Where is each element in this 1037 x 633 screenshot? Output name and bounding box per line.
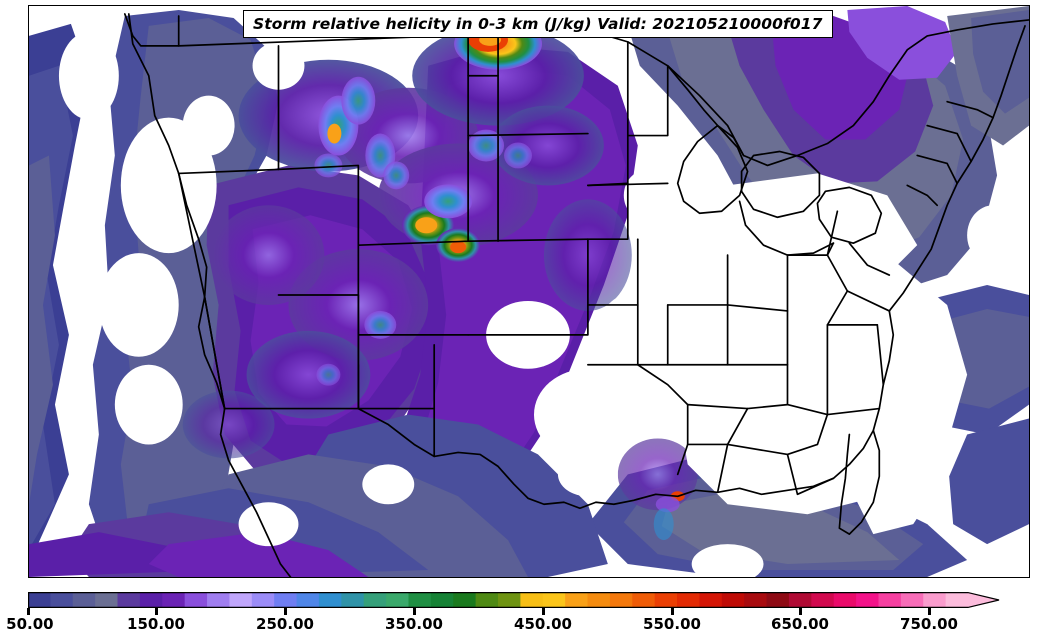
colorbar-tick-label: 550.00 bbox=[643, 615, 701, 633]
colorbar: 50.00 150.00 250.00 350.00 450.00 550.00 650.0… bbox=[0, 583, 1037, 633]
colorbar-segment bbox=[744, 592, 768, 608]
colorbar-segment bbox=[654, 592, 678, 608]
colorbar-segment bbox=[386, 592, 410, 608]
colorbar-tick-label: 150.00 bbox=[127, 615, 185, 633]
colorbar-segment bbox=[72, 592, 96, 608]
colorbar-segment bbox=[341, 592, 365, 608]
colorbar-segment bbox=[251, 592, 275, 608]
colorbar-segment bbox=[430, 592, 454, 608]
colorbar-tick-label: 250.00 bbox=[256, 615, 314, 633]
colorbar-segment bbox=[50, 592, 74, 608]
colorbar-svg bbox=[28, 592, 1000, 608]
colorbar-segment bbox=[520, 592, 544, 608]
colorbar-segments bbox=[28, 592, 969, 608]
colorbar-tick-mark bbox=[799, 608, 802, 615]
colorbar-segment bbox=[878, 592, 902, 608]
colorbar-segment bbox=[856, 592, 880, 608]
colorbar-segment bbox=[184, 592, 208, 608]
page-title: Storm relative helicity in 0-3 km (J/kg)… bbox=[253, 15, 823, 33]
map-plot-area: Storm relative helicity in 0-3 km (J/kg)… bbox=[28, 5, 1030, 578]
colorbar-tick-mark bbox=[671, 608, 674, 615]
colorbar-segment bbox=[207, 592, 231, 608]
colorbar-segment bbox=[453, 592, 477, 608]
colorbar-tick-mark bbox=[928, 608, 931, 615]
colorbar-segment bbox=[900, 592, 924, 608]
colorbar-tick-label: 50.00 bbox=[6, 615, 54, 633]
colorbar-segment bbox=[363, 592, 387, 608]
colorbar-segment bbox=[923, 592, 947, 608]
colorbar-segment bbox=[296, 592, 320, 608]
colorbar-tick-mark bbox=[284, 608, 287, 615]
colorbar-segment bbox=[542, 592, 566, 608]
colorbar-segment bbox=[677, 592, 701, 608]
colorbar-gradient bbox=[28, 592, 1000, 608]
colorbar-segment bbox=[95, 592, 119, 608]
colorbar-segment bbox=[699, 592, 723, 608]
colorbar-segment bbox=[587, 592, 611, 608]
colorbar-segment bbox=[945, 592, 969, 608]
colorbar-tick-label: 750.00 bbox=[900, 615, 958, 633]
colorbar-tick-label: 350.00 bbox=[385, 615, 443, 633]
map-canvas bbox=[29, 6, 1029, 577]
colorbar-segment bbox=[229, 592, 253, 608]
map-boundaries bbox=[123, 13, 1029, 577]
colorbar-segment bbox=[408, 592, 432, 608]
colorbar-tick-mark bbox=[27, 608, 30, 615]
colorbar-tick-label: 650.00 bbox=[771, 615, 829, 633]
colorbar-segment bbox=[721, 592, 745, 608]
colorbar-segment bbox=[117, 592, 141, 608]
colorbar-segment bbox=[833, 592, 857, 608]
colorbar-segment bbox=[565, 592, 589, 608]
colorbar-segment bbox=[475, 592, 499, 608]
colorbar-tick-mark bbox=[413, 608, 416, 615]
colorbar-tick-label: 450.00 bbox=[514, 615, 572, 633]
colorbar-extend-arrow bbox=[968, 592, 1000, 608]
colorbar-tick-mark bbox=[542, 608, 545, 615]
colorbar-segment bbox=[498, 592, 521, 608]
colorbar-segment bbox=[274, 592, 298, 608]
colorbar-tick-mark bbox=[155, 608, 158, 615]
plot-title-box: Storm relative helicity in 0-3 km (J/kg)… bbox=[243, 10, 833, 38]
colorbar-segment bbox=[811, 592, 835, 608]
colorbar-ticks: 50.00 150.00 250.00 350.00 450.00 550.00 650.0… bbox=[0, 608, 1037, 633]
colorbar-segment bbox=[139, 592, 163, 608]
colorbar-outline bbox=[28, 592, 1000, 608]
colorbar-segment bbox=[609, 592, 633, 608]
colorbar-segment bbox=[162, 592, 186, 608]
colorbar-segment bbox=[318, 592, 342, 608]
colorbar-segment bbox=[28, 592, 51, 608]
colorbar-segment bbox=[788, 592, 812, 608]
colorbar-segment bbox=[766, 592, 790, 608]
colorbar-segment bbox=[632, 592, 656, 608]
